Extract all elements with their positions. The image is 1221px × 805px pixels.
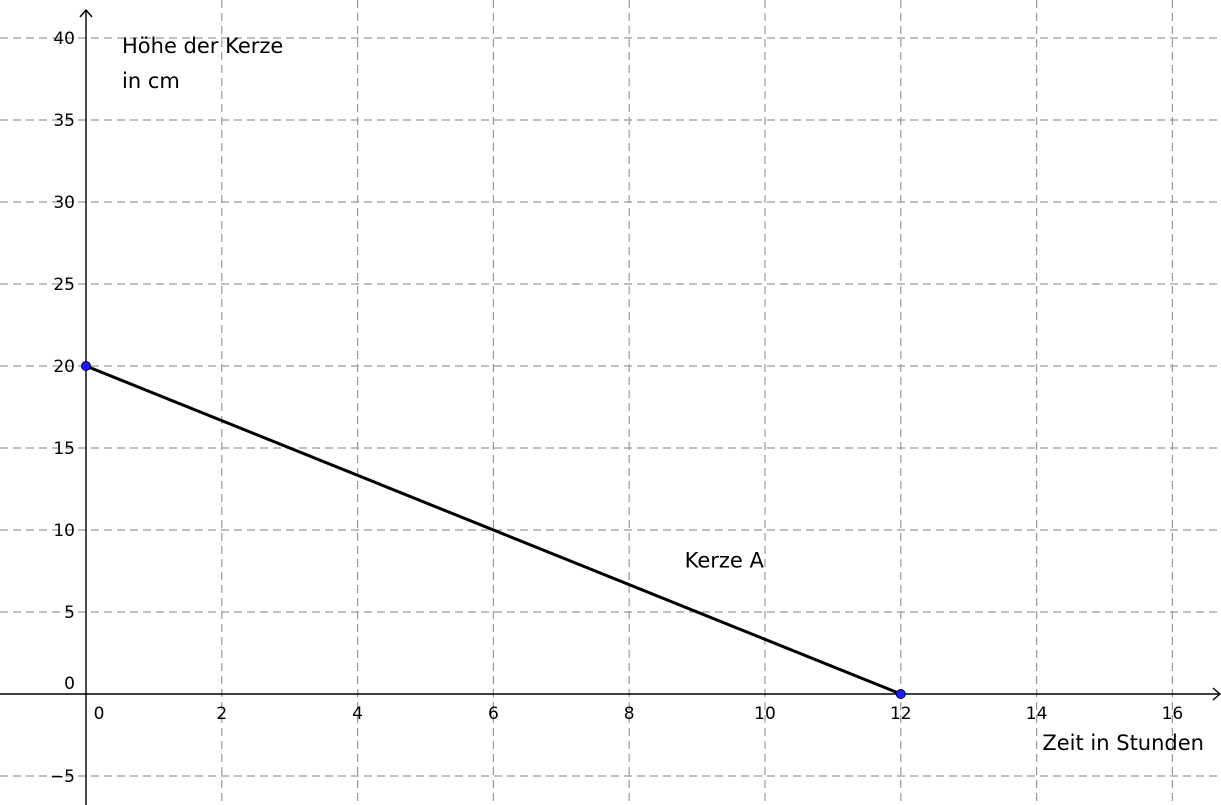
x-tick-label: 16 [1162, 704, 1184, 724]
tick-labels: 0 2 4 6 8 10 12 14 16 −5 0 5 10 15 20 25 30 35 40 [50, 29, 1183, 787]
y-tick-label: 5 [64, 603, 75, 623]
series: Kerze A [81, 361, 906, 699]
x-tick-label: 12 [890, 704, 912, 724]
x-tick-label: 10 [754, 704, 776, 724]
y-axis-arrow-icon [79, 8, 93, 18]
y-tick-label: 25 [53, 275, 75, 295]
y-tick-label: 15 [53, 439, 75, 459]
y-tick-label: 20 [53, 357, 75, 377]
x-tick-label: 6 [488, 704, 499, 724]
axes [0, 8, 1221, 805]
y-tick-label: 40 [53, 29, 75, 49]
x-tick-label: 14 [1026, 704, 1048, 724]
y-tick-label: 10 [53, 521, 75, 541]
x-tick-label: 0 [94, 704, 105, 724]
x-tick-label: 8 [624, 704, 635, 724]
y-axis-title-line-2: in cm [122, 69, 180, 93]
x-axis-arrow-icon [1212, 687, 1221, 701]
x-tick-label: 2 [216, 704, 227, 724]
series-label: Kerze A [685, 549, 765, 573]
x-tick-label: 4 [352, 704, 363, 724]
y-tick-label: −5 [50, 767, 75, 787]
x-axis-title: Zeit in Stunden [1042, 731, 1204, 755]
y-tick-label: 35 [53, 111, 75, 131]
data-point [895, 689, 906, 699]
data-point [81, 361, 91, 371]
series-line-kerze-a [85, 364, 902, 696]
y-axis-title-line-1: Höhe der Kerze [122, 34, 283, 58]
y-tick-label: 30 [53, 193, 75, 213]
y-tick-label: 0 [64, 674, 75, 694]
